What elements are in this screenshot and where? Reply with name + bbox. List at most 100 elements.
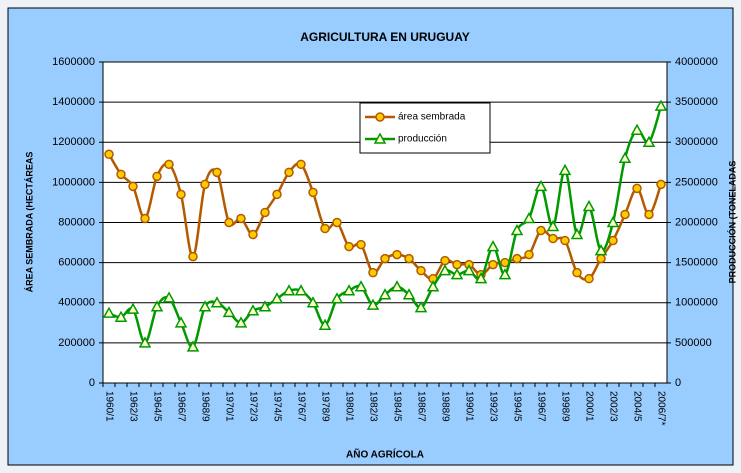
data-point xyxy=(618,151,632,164)
y2-tick-label: 1000000 xyxy=(675,297,718,309)
data-point xyxy=(102,306,116,318)
data-point xyxy=(128,181,138,192)
x-tick-label: 1982/3 xyxy=(367,391,378,422)
data-point xyxy=(594,244,608,256)
data-point xyxy=(378,288,392,300)
data-point xyxy=(402,288,416,300)
data-point xyxy=(632,183,642,194)
x-tick-label: 1976/7 xyxy=(295,391,306,422)
data-point xyxy=(294,284,308,296)
x-axis-title: AÑO AGRÍCOLA xyxy=(346,448,424,461)
data-point xyxy=(452,259,462,270)
data-point xyxy=(486,240,500,252)
data-point xyxy=(140,213,150,224)
y2-axis-title: PRODUCCIÓN (TONELADAS xyxy=(726,161,737,284)
x-tick-label: 2002/3 xyxy=(607,391,618,422)
data-point xyxy=(150,300,164,312)
y-tick-label: 200000 xyxy=(58,337,95,349)
data-point xyxy=(126,302,140,314)
data-point xyxy=(164,159,174,170)
chart-title: AGRICULTURA EN URUGUAY xyxy=(300,30,470,44)
x-tick-label: 1988/9 xyxy=(439,391,450,422)
data-point xyxy=(272,189,282,200)
data-point xyxy=(416,265,426,276)
y-tick-label: 1600000 xyxy=(52,56,95,68)
x-tick-label: 1974/5 xyxy=(271,391,282,422)
data-point xyxy=(414,301,428,313)
data-point xyxy=(248,229,258,240)
y-tick-label: 0 xyxy=(89,377,95,389)
x-tick-label: 1960/1 xyxy=(103,391,114,422)
data-point xyxy=(630,123,644,135)
data-point xyxy=(440,255,450,266)
x-tick-label: 1992/3 xyxy=(487,391,498,422)
x-tick-label: 1984/5 xyxy=(391,391,402,422)
data-point xyxy=(224,217,234,228)
data-point xyxy=(450,268,464,280)
data-point xyxy=(320,223,330,234)
data-point xyxy=(356,239,366,250)
data-point xyxy=(330,292,344,304)
data-point xyxy=(558,163,572,176)
y2-tick-label: 2500000 xyxy=(675,176,718,188)
x-tick-label: 2000/1 xyxy=(583,391,594,422)
data-point xyxy=(210,296,224,308)
data-point xyxy=(176,189,186,200)
data-point xyxy=(572,267,582,278)
data-point xyxy=(620,209,630,220)
x-tick-label: 2004/5 xyxy=(631,391,642,422)
data-point xyxy=(546,219,560,232)
legend-marker xyxy=(373,132,387,144)
y2-tick-label: 1500000 xyxy=(675,257,718,269)
data-point xyxy=(236,213,246,224)
x-tick-label: 1998/9 xyxy=(559,391,570,422)
data-point xyxy=(462,264,476,276)
data-point xyxy=(390,280,404,292)
x-tick-label: 1994/5 xyxy=(511,391,522,422)
x-tick-label: 1970/1 xyxy=(223,391,234,422)
data-point xyxy=(488,259,498,270)
y-tick-label: 600000 xyxy=(58,257,95,269)
y-axis-title: ÁREA SEMBRADA (HECTÁREAS xyxy=(24,152,34,293)
y2-tick-label: 4000000 xyxy=(675,56,718,68)
data-point xyxy=(426,280,440,292)
x-tick-label: 1996/7 xyxy=(535,391,546,422)
data-point xyxy=(524,249,534,260)
data-point xyxy=(570,227,584,240)
data-point xyxy=(306,296,320,308)
legend-label: área sembrada xyxy=(398,112,466,123)
y2-tick-label: 3500000 xyxy=(675,96,718,108)
data-point xyxy=(474,272,488,284)
y-tick-label: 1200000 xyxy=(52,136,95,148)
y-tick-label: 800000 xyxy=(58,216,95,228)
data-point xyxy=(258,300,272,312)
data-point xyxy=(116,169,126,180)
data-point xyxy=(584,273,594,284)
y2-tick-label: 500000 xyxy=(675,337,712,349)
legend-label: producción xyxy=(398,134,447,145)
data-point xyxy=(380,253,390,264)
data-point xyxy=(282,284,296,296)
x-tick-label: 1966/7 xyxy=(175,391,186,422)
x-tick-label: 1980/1 xyxy=(343,391,354,422)
data-point xyxy=(548,233,558,244)
x-tick-label: 1964/5 xyxy=(151,391,162,422)
data-point xyxy=(342,284,356,296)
data-point xyxy=(606,215,620,228)
data-point xyxy=(366,298,380,310)
data-point xyxy=(114,310,128,322)
data-point xyxy=(152,171,162,182)
data-point xyxy=(608,235,618,246)
data-point xyxy=(260,207,270,218)
data-point xyxy=(510,223,524,236)
data-point xyxy=(296,159,306,170)
data-point xyxy=(246,304,260,316)
data-point xyxy=(270,292,284,304)
data-point xyxy=(404,253,414,264)
data-point xyxy=(284,167,294,178)
data-point xyxy=(536,225,546,236)
data-point xyxy=(198,300,212,312)
data-point xyxy=(512,253,522,264)
data-point xyxy=(332,217,342,228)
